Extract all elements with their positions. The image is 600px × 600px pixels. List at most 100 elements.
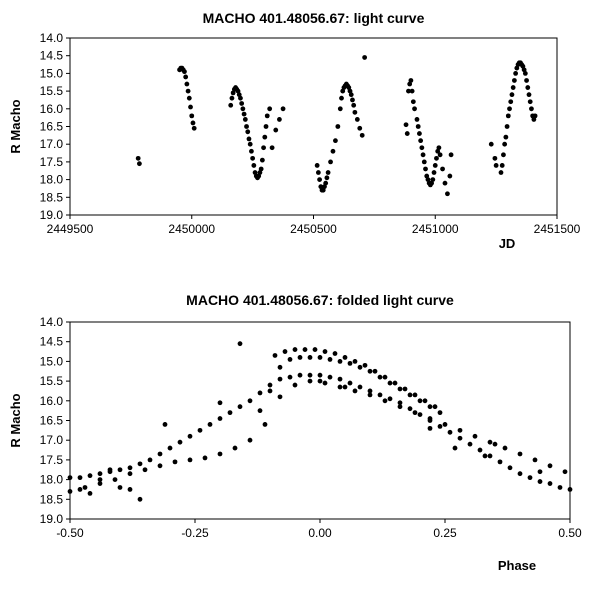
data-point <box>447 173 453 179</box>
data-point <box>182 69 187 75</box>
data-point <box>177 439 183 445</box>
data-point <box>432 163 438 168</box>
data-point <box>107 467 113 473</box>
x-tick-label: -0.50 <box>56 526 84 540</box>
data-point <box>247 437 253 443</box>
data-point <box>527 475 533 481</box>
data-point <box>197 427 203 433</box>
chart-1: MACHO 401.48056.67: light curve 14.0 14.5 1… <box>8 10 581 251</box>
data-point <box>420 152 426 158</box>
data-point <box>509 92 515 98</box>
data-point <box>157 451 163 457</box>
data-point <box>359 132 365 138</box>
data-point <box>267 106 273 112</box>
y-tick-label: 18.5 <box>40 190 64 204</box>
data-series-1 <box>135 55 538 197</box>
data-point <box>513 71 519 76</box>
data-point <box>434 155 439 161</box>
data-point <box>367 388 373 394</box>
y-tick-label: 19.0 <box>40 208 64 222</box>
data-point <box>112 477 118 482</box>
data-point <box>241 111 247 117</box>
y-tick-label: 17.0 <box>40 137 64 151</box>
x-tick-label: 2450500 <box>290 222 337 236</box>
data-point <box>337 106 343 112</box>
y-tick-label: 15.0 <box>40 354 64 368</box>
data-point <box>487 439 493 445</box>
data-point <box>412 392 418 398</box>
x-tick-label: 2451500 <box>534 222 581 236</box>
y-tick-label: 16.0 <box>40 394 64 408</box>
data-point <box>272 353 278 358</box>
data-point <box>354 117 360 122</box>
data-point <box>525 85 531 90</box>
data-point <box>282 349 288 354</box>
data-point <box>87 473 93 479</box>
data-point <box>412 410 418 416</box>
data-point <box>377 374 383 380</box>
data-point <box>562 469 568 475</box>
data-point <box>263 124 269 129</box>
data-series-1 <box>67 341 573 502</box>
data-point <box>377 392 383 398</box>
data-point <box>229 95 235 101</box>
data-point <box>202 455 208 461</box>
data-point <box>337 376 343 382</box>
data-point <box>335 124 341 129</box>
data-point <box>207 422 213 427</box>
data-point <box>372 368 378 374</box>
data-point <box>187 457 193 463</box>
data-point <box>287 374 293 380</box>
data-point <box>337 359 343 364</box>
data-point <box>97 477 103 482</box>
data-point <box>448 152 454 158</box>
y-tick-label: 17.5 <box>40 155 64 169</box>
data-point <box>190 120 196 126</box>
data-point <box>240 106 246 112</box>
data-point <box>238 95 243 101</box>
data-point <box>352 359 358 364</box>
y-tick-label: 18.0 <box>40 173 64 187</box>
data-point <box>232 445 238 451</box>
data-point <box>427 425 433 431</box>
data-point <box>239 101 245 106</box>
data-point <box>67 489 73 494</box>
data-point <box>423 166 428 172</box>
data-point <box>244 124 249 129</box>
y-tick-label: 15.5 <box>40 84 64 98</box>
data-point <box>430 177 436 183</box>
data-point <box>137 461 143 467</box>
data-point <box>524 78 529 83</box>
data-point <box>510 85 516 90</box>
data-point <box>82 485 88 490</box>
data-point <box>228 102 234 108</box>
data-point <box>273 127 279 133</box>
data-point <box>317 177 322 183</box>
data-point <box>322 349 328 354</box>
y-tick-label: 18.5 <box>40 492 64 506</box>
data-point <box>415 124 421 129</box>
data-point <box>431 170 437 175</box>
data-point <box>537 469 543 475</box>
data-point <box>447 429 453 435</box>
data-point <box>392 380 398 386</box>
x-tick-label: -0.25 <box>181 526 209 540</box>
data-point <box>227 410 233 416</box>
data-point <box>328 159 333 165</box>
data-point <box>77 487 83 492</box>
y-tick-label: 19.0 <box>40 512 64 526</box>
data-point <box>259 157 265 163</box>
data-point <box>502 141 508 147</box>
data-point <box>135 155 141 161</box>
data-point <box>440 166 445 172</box>
data-point <box>382 374 388 380</box>
y-tick-label: 14.5 <box>40 49 64 63</box>
data-point <box>348 92 354 98</box>
data-point <box>427 416 433 421</box>
data-point <box>352 388 358 394</box>
data-point <box>527 99 533 105</box>
data-point <box>487 453 493 459</box>
data-point <box>337 384 343 390</box>
data-point <box>432 404 438 410</box>
